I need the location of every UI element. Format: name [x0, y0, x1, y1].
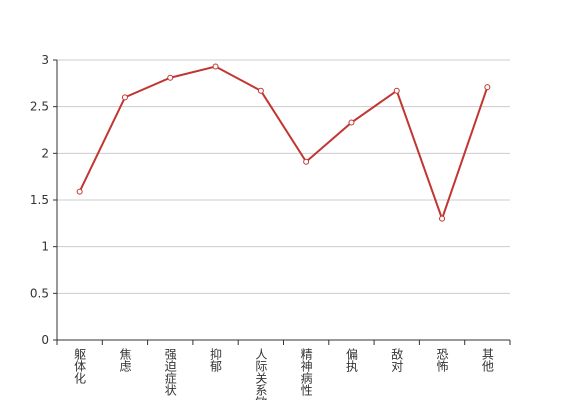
x-tick-label: 焦虑: [118, 348, 132, 372]
point: [484, 84, 491, 91]
y-tick-label: 2.5: [30, 100, 49, 114]
y-tick-label: 1: [41, 240, 49, 254]
y-tick-label: 0.5: [30, 286, 49, 300]
y-tick-label: 2: [41, 146, 49, 160]
y-tick-label: 3: [41, 53, 49, 67]
x-tick-label: 恐怖: [435, 348, 449, 372]
x-tick-label: 敌对: [390, 347, 404, 372]
point: [348, 119, 355, 126]
x-tick-label: 其他: [480, 348, 494, 372]
x-tick-label: 躯体化: [73, 347, 87, 385]
point: [121, 94, 128, 101]
x-tick-label: 强迫症状: [163, 348, 177, 396]
point: [303, 158, 310, 165]
y-tick-label: 1.5: [30, 193, 49, 207]
point: [76, 188, 83, 195]
x-tick-label: 偏执: [344, 347, 358, 373]
y-tick-label: 0: [41, 333, 49, 347]
line: [78, 65, 489, 222]
point: [393, 87, 400, 94]
x-tick-label: 抑郁: [209, 347, 223, 373]
point: [257, 87, 264, 94]
x-tick-label: 人际关系敏感: [254, 348, 268, 400]
x-tick-label: 精神病性: [299, 348, 313, 397]
point: [167, 74, 174, 81]
point: [439, 215, 446, 222]
point: [212, 63, 219, 70]
